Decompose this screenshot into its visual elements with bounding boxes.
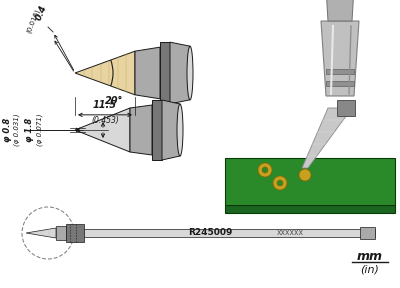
Polygon shape <box>326 69 354 74</box>
Polygon shape <box>130 105 152 155</box>
Polygon shape <box>162 100 180 160</box>
Polygon shape <box>75 51 135 95</box>
Text: φ 0.8: φ 0.8 <box>4 118 12 142</box>
Polygon shape <box>152 100 162 160</box>
Polygon shape <box>302 108 352 168</box>
Circle shape <box>273 176 287 190</box>
Text: 20°: 20° <box>105 96 123 106</box>
Text: 11.5: 11.5 <box>93 100 117 110</box>
Text: R245009: R245009 <box>188 228 232 237</box>
Circle shape <box>277 180 283 186</box>
Polygon shape <box>360 227 375 239</box>
Polygon shape <box>160 42 170 104</box>
Polygon shape <box>326 81 354 86</box>
Polygon shape <box>56 226 66 240</box>
Polygon shape <box>26 228 56 238</box>
Polygon shape <box>75 108 130 152</box>
Polygon shape <box>135 47 160 99</box>
Text: φ 1.8: φ 1.8 <box>26 118 34 142</box>
Circle shape <box>262 167 268 173</box>
Text: (0.016): (0.016) <box>25 8 41 34</box>
Polygon shape <box>170 42 190 104</box>
Polygon shape <box>321 21 359 96</box>
Polygon shape <box>225 205 395 213</box>
Text: xxxxxx: xxxxxx <box>276 228 304 237</box>
Polygon shape <box>325 0 355 21</box>
Ellipse shape <box>187 46 193 100</box>
Text: 0.4: 0.4 <box>34 4 48 22</box>
Polygon shape <box>84 229 375 237</box>
Text: (φ 0.071): (φ 0.071) <box>37 114 43 146</box>
Circle shape <box>299 169 311 181</box>
Text: (0.453): (0.453) <box>91 116 119 125</box>
Ellipse shape <box>177 104 183 156</box>
Circle shape <box>258 163 272 177</box>
Polygon shape <box>66 224 84 242</box>
Text: (φ 0.031): (φ 0.031) <box>14 114 20 146</box>
Polygon shape <box>337 100 355 116</box>
Text: (in): (in) <box>360 265 380 275</box>
Polygon shape <box>225 158 395 205</box>
Text: mm: mm <box>357 249 383 262</box>
